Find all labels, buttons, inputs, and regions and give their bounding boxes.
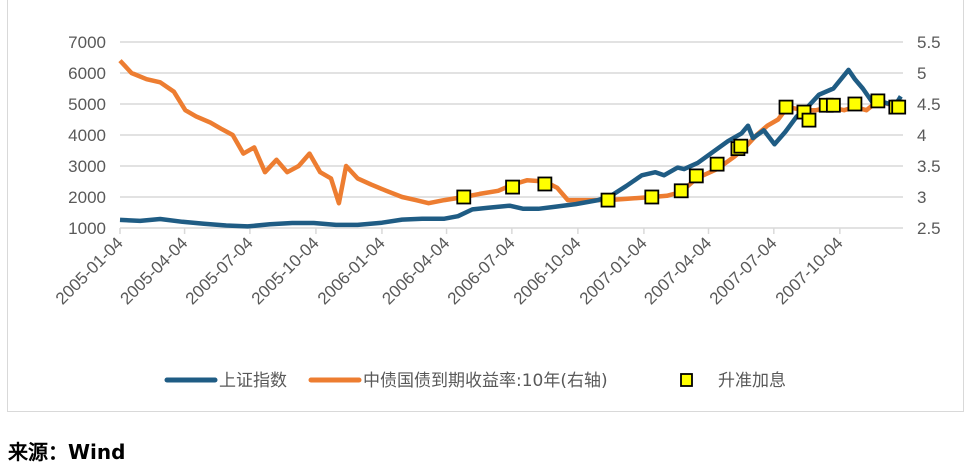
x-tick-label: 2007-01-04 [576,233,651,308]
x-tick-label: 2006-07-04 [444,233,519,308]
left-tick-label: 3000 [68,157,106,176]
rate-hike-marker [778,99,794,115]
legend-label-hike: 升准加息 [718,371,786,391]
x-tick-label: 2005-10-04 [248,233,323,308]
chart: 7000 6000 5000 4000 3000 2000 1000 5.5 5 4.5 4 3.5… [52,33,941,391]
right-axis-ticks: 5.5 5 4.5 4 3.5 3 2.5 [917,33,941,238]
left-tick-label: 4000 [68,126,106,145]
source-note: 来源：Wind [8,440,126,464]
right-tick-label: 5 [917,64,926,83]
legend-label-sse: 上证指数 [219,371,287,391]
rate-hike-marker [505,179,520,195]
x-axis-ticks: 2005-01-042005-04-042005-07-042005-10-04… [52,228,847,308]
legend-label-yield: 中债国债到期收益率:10年(右轴) [363,371,608,391]
x-tick-label: 2007-04-04 [640,233,715,308]
series-line-0 [119,67,903,229]
legend-swatch-hike [680,373,693,387]
rate-hike-marker [733,138,749,154]
right-tick-label: 2.5 [917,219,941,238]
series-line-1 [118,59,901,206]
chart-frame [7,0,964,412]
x-tick-label: 2007-07-04 [706,233,781,308]
x-tick-label: 2005-01-04 [52,233,127,308]
rate-hike-marker [870,93,886,109]
rate-hike-marker [600,192,616,208]
x-tick-label: 2005-04-04 [116,233,191,308]
rate-hike-marker [537,176,553,192]
x-tick-label: 2005-07-04 [182,233,257,308]
legend: 上证指数 中债国债到期收益率:10年(右轴) 升准加息 [164,371,786,391]
right-tick-label: 4 [917,126,926,145]
left-axis-ticks: 7000 6000 5000 4000 3000 2000 1000 [68,33,106,238]
left-tick-label: 6000 [68,64,106,83]
x-tick-label: 2006-10-04 [510,233,585,308]
rate-hike-marker [891,99,907,115]
series-lines [118,59,903,229]
rate-hike-marker [847,96,863,112]
right-tick-label: 5.5 [917,33,941,52]
gridlines [120,41,903,229]
right-tick-label: 3 [917,188,926,207]
series-markers [456,93,907,208]
rate-hike-marker [456,189,472,205]
right-tick-label: 4.5 [917,95,941,114]
left-tick-label: 5000 [68,95,106,114]
left-tick-label: 7000 [68,33,106,52]
x-tick-label: 2006-01-04 [314,233,389,308]
rate-hike-marker [688,168,704,184]
x-tick-label: 2006-04-04 [378,233,453,308]
left-tick-label: 1000 [68,219,106,238]
rate-hike-marker [644,189,660,205]
rate-hike-marker [709,156,725,172]
rate-hike-marker [673,183,689,199]
x-tick-label: 2007-10-04 [772,233,847,308]
rate-hike-marker [825,97,841,113]
left-tick-label: 2000 [68,188,106,207]
rate-hike-marker [801,112,817,128]
right-tick-label: 3.5 [917,157,941,176]
